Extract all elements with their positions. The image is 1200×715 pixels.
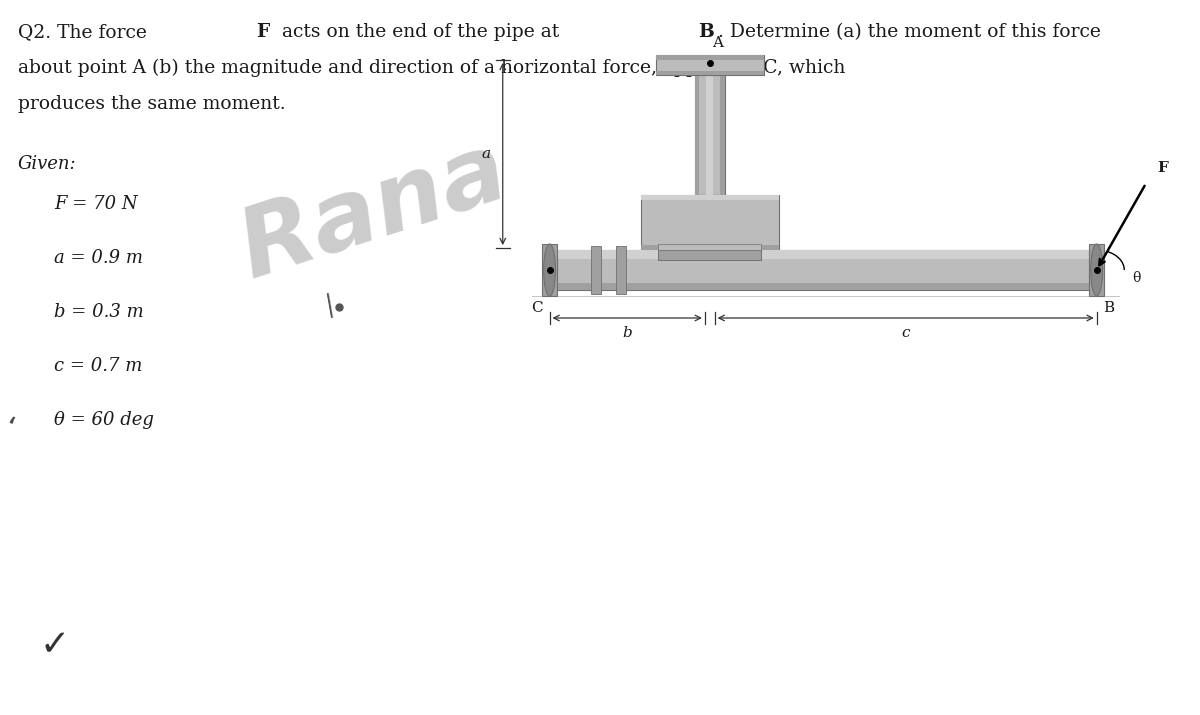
Bar [592,246,601,294]
Bar [659,244,761,250]
Bar [706,75,714,195]
Text: F: F [257,23,270,41]
Text: acts on the end of the pipe at: acts on the end of the pipe at [276,23,565,41]
Text: a: a [481,147,491,161]
Text: c = 0.7 m: c = 0.7 m [54,357,143,375]
Ellipse shape [544,244,556,296]
Bar [695,75,725,195]
Bar [557,250,1090,290]
Bar [659,250,761,260]
Bar [1090,244,1104,296]
Bar [641,245,779,250]
Text: . Determine (a) the moment of this force: . Determine (a) the moment of this force [718,23,1100,41]
Ellipse shape [1091,244,1103,296]
Text: c: c [901,326,910,340]
Text: B: B [698,23,714,41]
Text: Rana: Rana [229,125,520,299]
Text: θ = 60 deg: θ = 60 deg [54,411,154,429]
Text: Given:: Given: [18,155,77,173]
Text: B: B [1104,301,1115,315]
Text: a = 0.9 m: a = 0.9 m [54,249,143,267]
Text: F: F [1158,162,1169,175]
Bar [655,71,764,75]
Text: ✓: ✓ [40,628,70,662]
Bar [542,244,557,296]
Text: F = 70 N: F = 70 N [54,195,138,213]
Bar [655,55,764,60]
Text: about point A (b) the magnitude and direction of a horizontal force, applied at : about point A (b) the magnitude and dire… [18,59,845,77]
Bar [695,75,700,195]
Bar [641,195,779,200]
Text: ‘: ‘ [2,415,17,445]
Text: θ: θ [1132,271,1140,285]
Text: C: C [532,301,544,315]
Bar [616,246,626,294]
Bar [641,195,779,250]
Text: b = 0.3 m: b = 0.3 m [54,303,144,321]
Text: b: b [623,326,632,340]
Bar [655,55,764,75]
Text: |: | [324,292,336,318]
Bar [557,283,1090,290]
Text: Q2. The force: Q2. The force [18,23,152,41]
Text: produces the same moment.: produces the same moment. [18,95,286,113]
Text: A: A [712,36,724,50]
Bar [720,75,725,195]
Bar [557,250,1090,259]
